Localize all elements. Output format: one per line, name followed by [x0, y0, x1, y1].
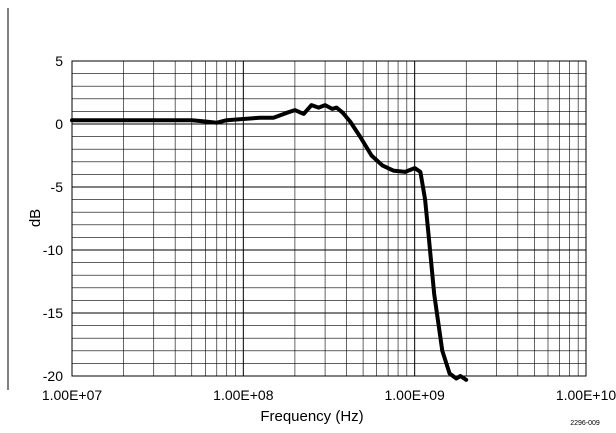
x-tick-label: 1.00E+08 — [213, 387, 274, 403]
x-axis-title: Frequency (Hz) — [260, 408, 363, 425]
y-tick-label: -5 — [51, 179, 64, 195]
y-tick-labels: 5 0 -5 -10 -15 -20 — [43, 53, 63, 384]
figure-id-label: 2296-009 — [570, 420, 600, 427]
y-tick-label: -15 — [43, 305, 63, 321]
minor-grid — [72, 61, 586, 376]
x-tick-label: 1.00E+09 — [384, 387, 445, 403]
x-tick-label: 1.00E+07 — [42, 387, 103, 403]
plot-frame — [71, 60, 587, 377]
response-curve — [70, 103, 469, 382]
y-tick-label: 0 — [55, 116, 63, 132]
y-tick-label: 5 — [55, 53, 63, 69]
x-tick-label: 1.00E+10 — [556, 387, 616, 403]
y-tick-label: -20 — [43, 368, 63, 384]
x-tick-labels: 1.00E+07 1.00E+08 1.00E+09 1.00E+10 — [42, 387, 616, 403]
y-axis-title: dB — [27, 209, 44, 227]
y-tick-label: -10 — [43, 242, 63, 258]
